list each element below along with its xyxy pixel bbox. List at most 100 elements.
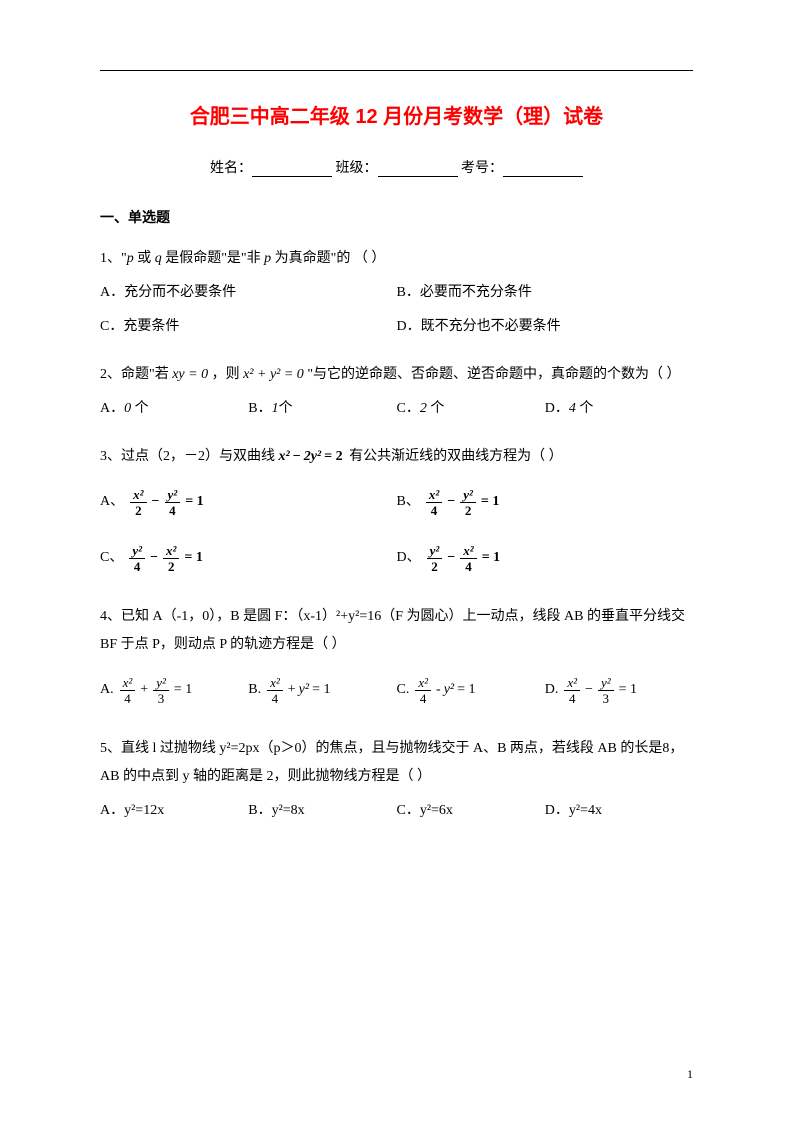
den: 4 — [415, 691, 431, 705]
q2-options: A．0 个 B．1个 C．2 个 D．4 个 — [100, 395, 693, 423]
den: 4 — [129, 559, 145, 573]
q5-optC: C．y²=6x — [397, 797, 545, 825]
question-4: 4、已知 A（-1，0），B 是圆 F：（x-1）²+y²=16（F 为圆心）上… — [100, 603, 693, 715]
den: 2 — [163, 559, 179, 573]
op: − — [147, 544, 161, 572]
q2-optC: C．2 个 — [397, 395, 545, 423]
q4-stem: 4、已知 A（-1，0），B 是圆 F：（x-1）²+y²=16（F 为圆心）上… — [100, 603, 693, 659]
opt-label: A． — [100, 401, 124, 416]
q3-optD: D、 y²2 − x²4 = 1 — [397, 533, 694, 583]
q4-optB: B. x²4 + y² = 1 — [248, 665, 396, 715]
q1-options: A．充分而不必要条件 B．必要而不充分条件 — [100, 279, 693, 307]
opt-unit: 个 — [576, 401, 594, 416]
num: y² — [165, 488, 181, 503]
num: x² — [564, 676, 580, 691]
frac: x²4 — [426, 488, 442, 517]
frac: y²4 — [165, 488, 181, 517]
opt-label: D、 — [397, 544, 421, 572]
opt-val: 4 — [569, 401, 576, 416]
q1-p: p — [127, 251, 134, 266]
op: = 1 — [479, 544, 503, 572]
eq-part: 2y² — [304, 443, 321, 471]
q3-optA: A、 x²2 − y²4 = 1 — [100, 477, 397, 527]
q3-eqD: y²2 − x²4 = 1 — [425, 544, 504, 573]
num: y² — [153, 676, 169, 691]
name-blank — [252, 163, 332, 177]
num: x² — [460, 544, 476, 559]
q2-stem: 2、命题"若 xy = 0 ，则 x² + y² = 0 "与它的逆命题、否命题… — [100, 361, 693, 389]
opt-label: B、 — [397, 488, 420, 516]
q1-optB: B．必要而不充分条件 — [397, 279, 694, 307]
den: 2 — [460, 503, 476, 517]
frac: x²2 — [130, 488, 146, 517]
q3-stem-eq: x² − 2y² = 2 — [279, 443, 346, 471]
opt-val: 1 — [272, 401, 279, 416]
num: x² — [163, 544, 179, 559]
q3-eqB: x²4 − y²2 = 1 — [424, 488, 503, 517]
frac: x²4 — [460, 544, 476, 573]
section-1-header: 一、单选题 — [100, 207, 693, 227]
frac: y²3 — [598, 676, 614, 705]
opt-label: D. — [545, 676, 559, 704]
den: 3 — [598, 691, 614, 705]
q3-optC: C、 y²4 − x²2 = 1 — [100, 533, 397, 583]
den: 4 — [267, 691, 283, 705]
q4-options: A. x²4 + y²3 = 1 B. x²4 + y² = 1 C. — [100, 665, 693, 715]
frac: y²2 — [427, 544, 443, 573]
num: x² — [130, 488, 146, 503]
q2-text: "与它的逆命题、否命题、逆否命题中，真命题的个数为（ ） — [307, 367, 680, 382]
q1-text: 为真命题"的 （ ） — [271, 251, 385, 266]
den: 4 — [165, 503, 181, 517]
q4-eqB: x²4 + y² = 1 — [265, 676, 333, 705]
opt-label: C、 — [100, 544, 123, 572]
q1-text: 是假命题"是"非 — [162, 251, 264, 266]
opt-label: C． — [397, 401, 420, 416]
question-5: 5、直线 l 过抛物线 y²=2px（p＞0）的焦点，且与抛物线交于 A、B 两… — [100, 735, 693, 825]
frac: y²4 — [129, 544, 145, 573]
op: = 1 — [309, 676, 333, 704]
q5-optD: D．y²=4x — [545, 797, 693, 825]
q2-text: ，则 — [212, 367, 240, 382]
question-1: 1、"p 或 q 是假命题"是"非 p 为真命题"的 （ ） A．充分而不必要条… — [100, 245, 693, 341]
q1-optA: A．充分而不必要条件 — [100, 279, 397, 307]
q3-stem: 3、过点（2，－2）与双曲线 x² − 2y² = 2 有公共渐近线的双曲线方程… — [100, 443, 693, 471]
q2-eq1: xy = 0 — [172, 367, 208, 382]
frac: y²3 — [153, 676, 169, 705]
den: 4 — [120, 691, 136, 705]
q3-options-row1: A、 x²2 − y²4 = 1 B、 x²4 − y²2 = 1 — [100, 477, 693, 527]
question-2: 2、命题"若 xy = 0 ，则 x² + y² = 0 "与它的逆命题、否命题… — [100, 361, 693, 423]
den: 4 — [426, 503, 442, 517]
den: 3 — [153, 691, 169, 705]
q3-text: 有公共渐近线的双曲线方程为（ ） — [349, 449, 563, 464]
den: 2 — [427, 559, 443, 573]
q4-eqA: x²4 + y²3 = 1 — [118, 676, 196, 705]
page-container: 合肥三中高二年级 12 月份月考数学（理）试卷 姓名： 班级： 考号： 一、单选… — [0, 0, 793, 1122]
q1-options-row2: C．充要条件 D．既不充分也不必要条件 — [100, 313, 693, 341]
question-3: 3、过点（2，－2）与双曲线 x² − 2y² = 2 有公共渐近线的双曲线方程… — [100, 443, 693, 583]
frac: x²4 — [267, 676, 283, 705]
opt-label: C. — [397, 676, 410, 704]
q5-stem: 5、直线 l 过抛物线 y²=2px（p＞0）的焦点，且与抛物线交于 A、B 两… — [100, 735, 693, 791]
op: + — [285, 676, 299, 704]
class-label: 班级： — [336, 161, 378, 176]
eq-part: − — [290, 443, 304, 471]
opt-label: A. — [100, 676, 114, 704]
op: − — [444, 488, 458, 516]
q1-text: 1、" — [100, 251, 127, 266]
id-label: 考号： — [461, 161, 503, 176]
frac: x²4 — [120, 676, 136, 705]
q5-options: A．y²=12x B．y²=8x C．y²=6x D．y²=4x — [100, 797, 693, 825]
class-blank — [378, 163, 458, 177]
num: y² — [427, 544, 443, 559]
q3-eqA: x²2 − y²4 = 1 — [128, 488, 207, 517]
eq-part: = 2 — [321, 443, 345, 471]
q3-text: 3、过点（2，－2）与双曲线 — [100, 449, 279, 464]
name-label: 姓名： — [210, 161, 252, 176]
q4-optD: D. x²4 − y²3 = 1 — [545, 665, 693, 715]
q3-options-row2: C、 y²4 − x²2 = 1 D、 y²2 − x²4 = 1 — [100, 533, 693, 583]
opt-label: A、 — [100, 488, 124, 516]
opt-label: B． — [248, 401, 271, 416]
op: = 1 — [171, 676, 195, 704]
q1-text: 或 — [134, 251, 155, 266]
opt-label: B. — [248, 676, 261, 704]
